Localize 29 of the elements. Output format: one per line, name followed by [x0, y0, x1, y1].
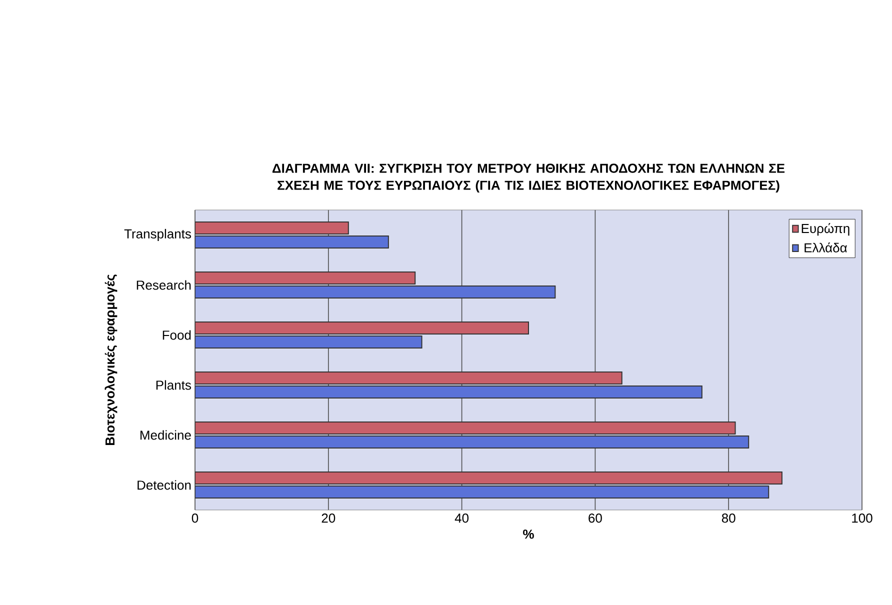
y-axis-title: Βιοτεχνολογικές εφαρμογές [104, 274, 118, 446]
legend-label: Ευρώπη [802, 223, 850, 236]
y-tick-label: Plants [156, 380, 192, 390]
x-tick-label: 20 [322, 514, 336, 523]
x-tick-label: 0 [192, 514, 198, 523]
bar [195, 321, 529, 334]
bar [195, 285, 556, 298]
bar [195, 371, 622, 384]
y-tick-label: Medicine [140, 430, 191, 440]
y-tick-label: Detection [138, 480, 191, 490]
legend-label: Ελλάδα [804, 242, 847, 252]
x-tick-label: 60 [588, 514, 602, 523]
x-axis-title: % [523, 530, 534, 539]
x-tick-label: 40 [454, 514, 469, 523]
bar [195, 221, 349, 234]
y-tick-label: Transplants [124, 228, 191, 242]
y-tick-label: Research [136, 280, 191, 290]
bar [195, 335, 422, 348]
bar [195, 385, 702, 398]
bar [195, 471, 782, 484]
chart-title: ΔΙΑΓΡΑΜΜΑ VII: ΣΥΓΚΡΙΣΗ ΤΟΥ ΜΕΤΡΟΥ ΗΘΙΚΗΣ ΑΠΟΔΟΧΗΣ ΤΩΝ ΕΛΛΗΝΩΝ ΣΕ ΣΧΕΣΗ ΜΕ ΤΟΥΣ ΕΥΡΩΠΑΙΟΥΣ (ΓΙΑ ΤΙΣ ΙΔΙΕΣ ΒΙΟΤΕΧΝΟΛΟΓΙΚΕΣ ΕΦΑΡΜΟΓΕΣ) [272, 164, 785, 192]
x-tick-label: 100 [852, 514, 872, 523]
bar [195, 421, 736, 434]
bar [195, 235, 389, 248]
bar [195, 271, 416, 284]
bar [195, 485, 770, 498]
bar [195, 435, 750, 448]
x-tick-label: 80 [722, 514, 736, 523]
y-tick-label: Food [162, 330, 191, 340]
